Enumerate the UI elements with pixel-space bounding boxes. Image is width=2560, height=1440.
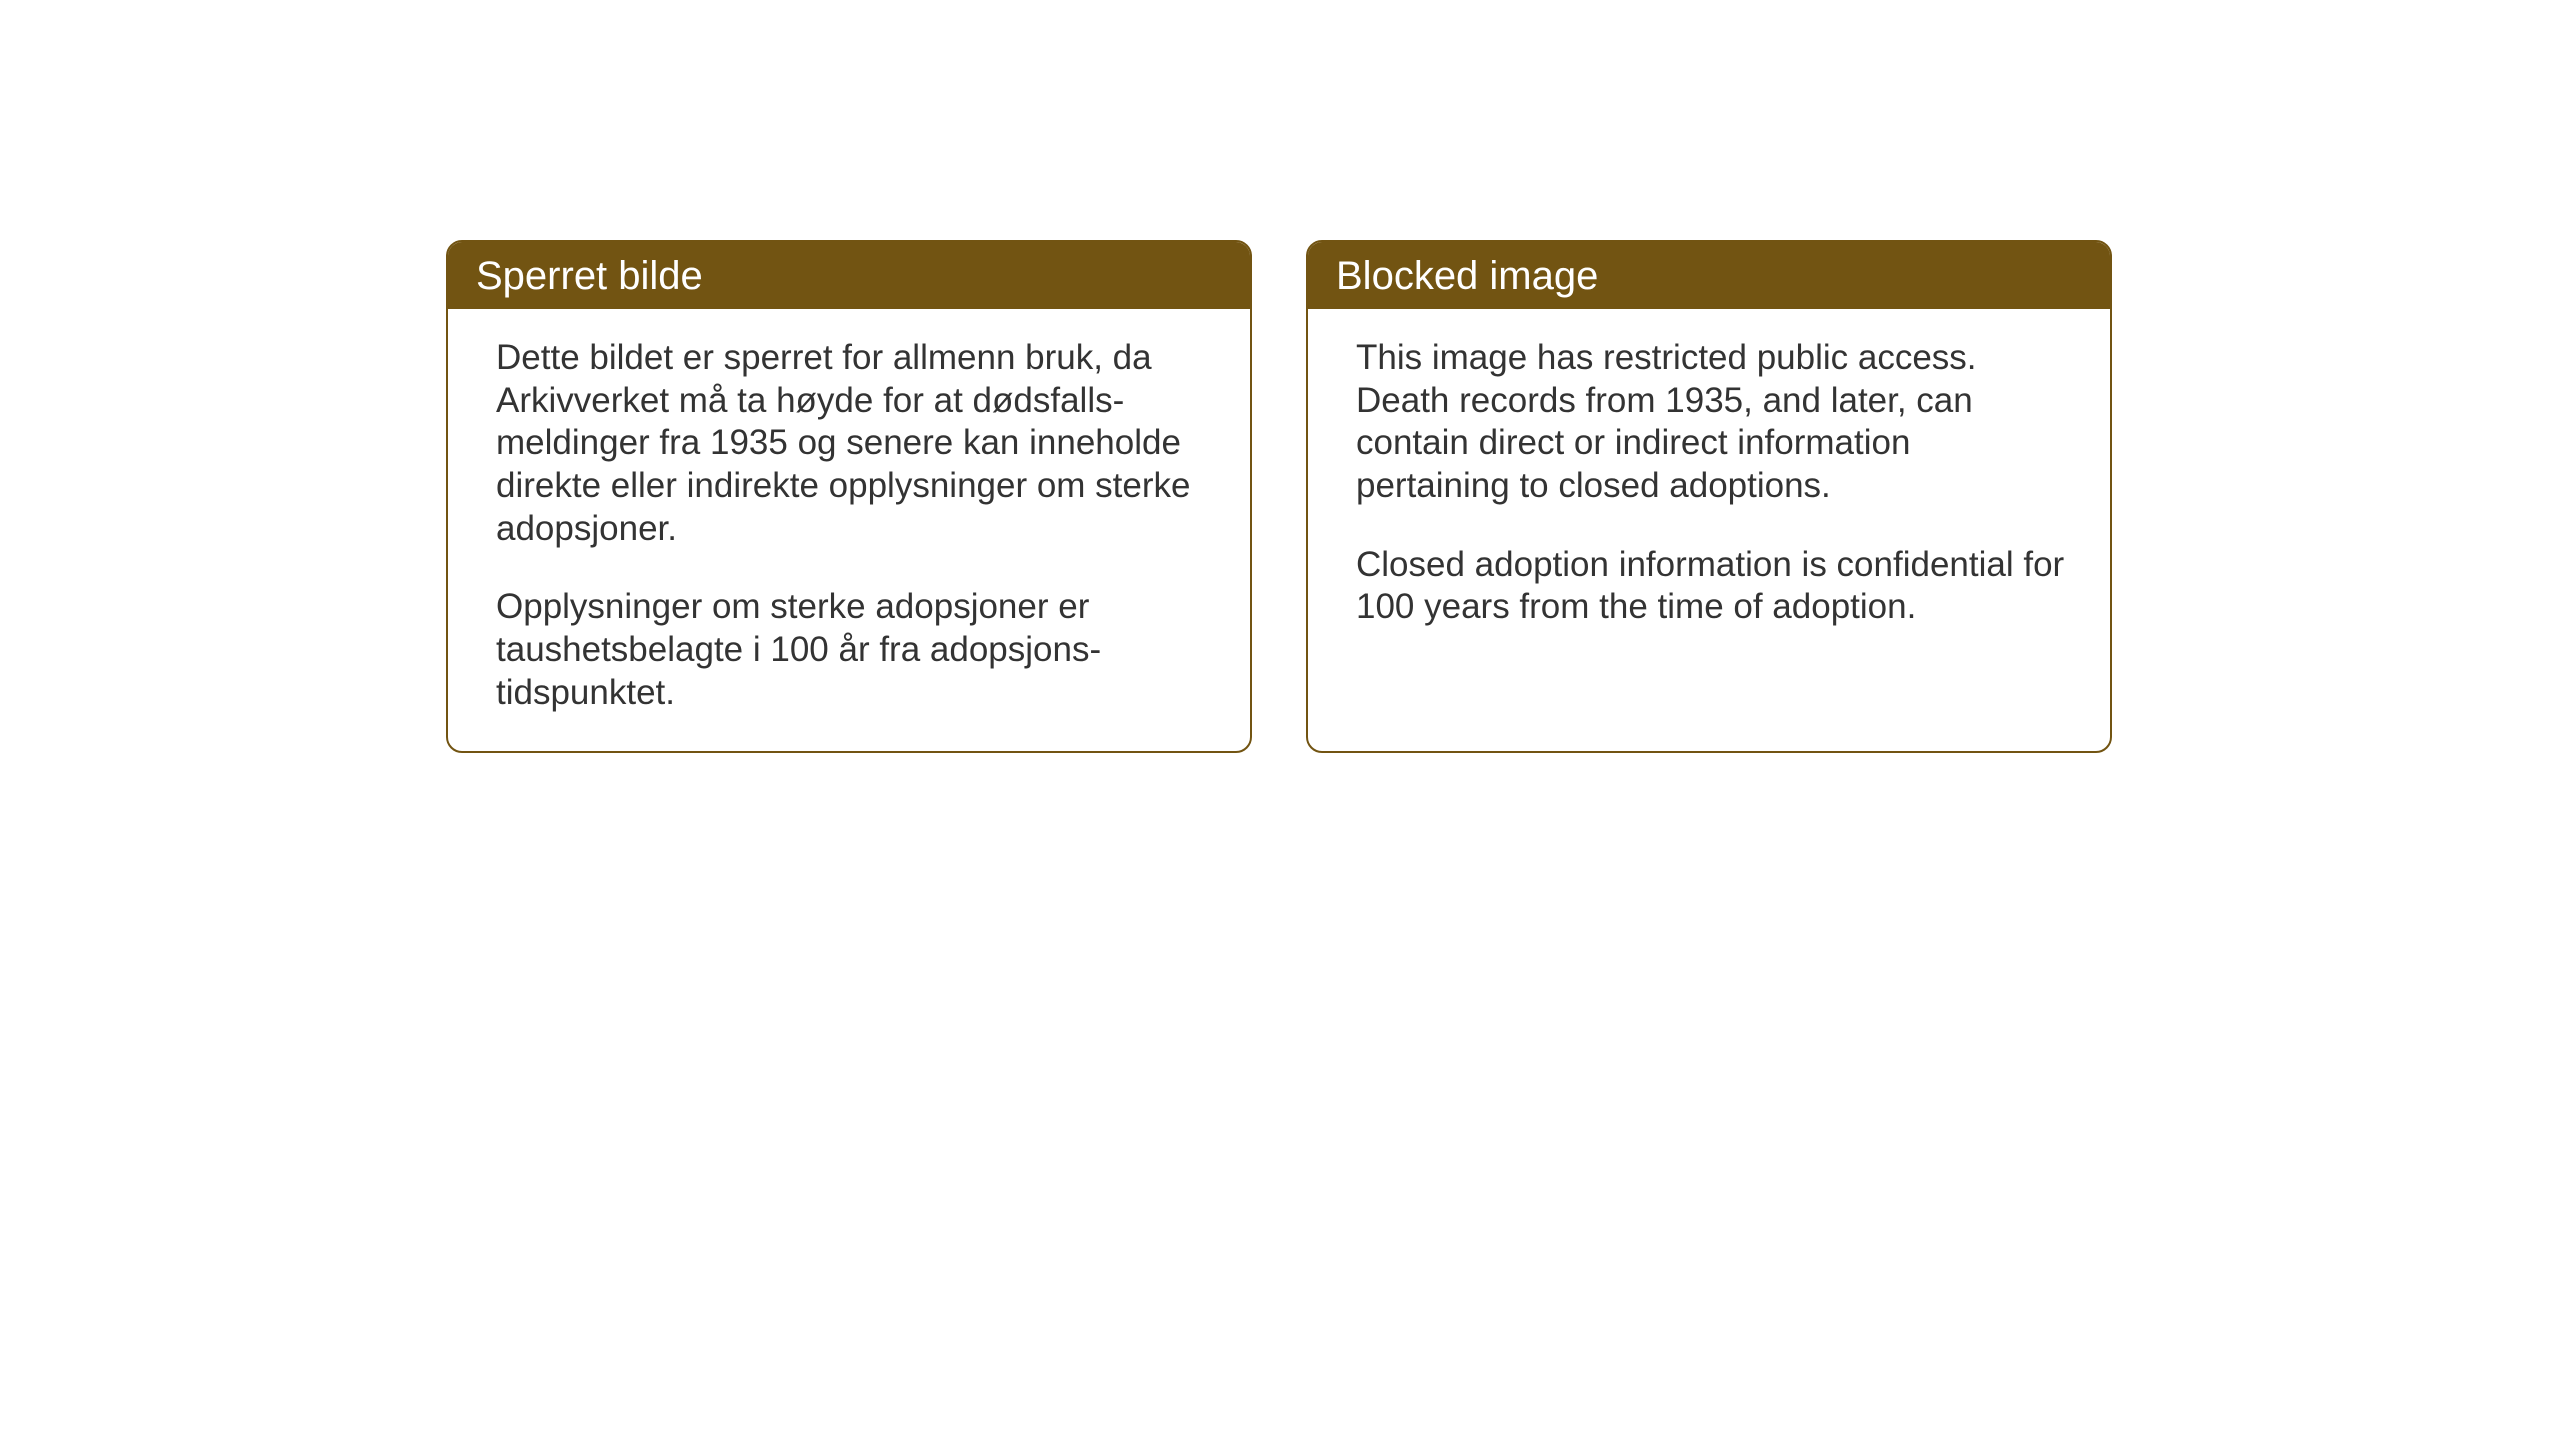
card-norwegian-paragraph-1: Dette bildet er sperret for allmenn bruk… — [496, 337, 1208, 550]
cards-container: Sperret bilde Dette bildet er sperret fo… — [446, 240, 2112, 753]
card-norwegian-paragraph-2: Opplysninger om sterke adopsjoner er tau… — [496, 586, 1208, 714]
card-norwegian-header: Sperret bilde — [448, 242, 1250, 309]
card-english-paragraph-1: This image has restricted public access.… — [1356, 337, 2068, 508]
card-english: Blocked image This image has restricted … — [1306, 240, 2112, 753]
card-norwegian-title: Sperret bilde — [476, 254, 703, 298]
card-norwegian-body: Dette bildet er sperret for allmenn bruk… — [448, 309, 1250, 751]
card-english-body: This image has restricted public access.… — [1308, 309, 2110, 665]
card-english-title: Blocked image — [1336, 254, 1598, 298]
card-english-header: Blocked image — [1308, 242, 2110, 309]
card-norwegian: Sperret bilde Dette bildet er sperret fo… — [446, 240, 1252, 753]
card-english-paragraph-2: Closed adoption information is confident… — [1356, 544, 2068, 629]
